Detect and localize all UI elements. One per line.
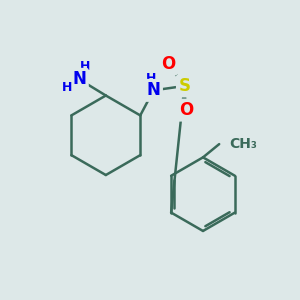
Text: CH₃: CH₃ [230,137,257,151]
Text: H: H [80,61,90,74]
Text: H: H [146,71,156,85]
Text: O: O [161,55,176,73]
Text: H: H [62,81,72,94]
Text: N: N [72,70,86,88]
Text: O: O [179,101,193,119]
Text: N: N [147,81,160,99]
Text: S: S [178,77,190,95]
